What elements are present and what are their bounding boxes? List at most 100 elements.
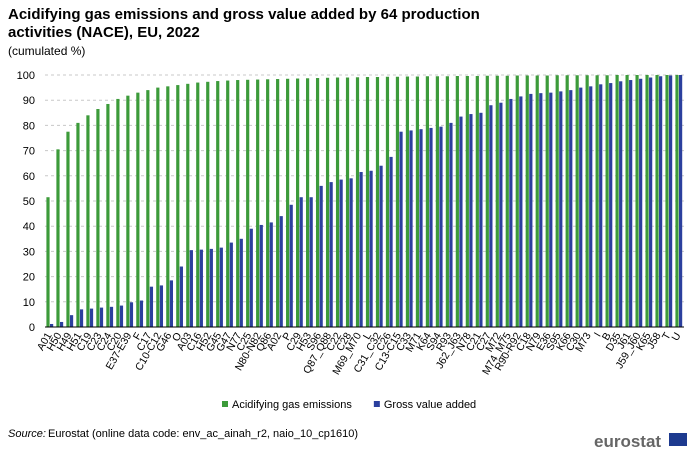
logo-flag: [669, 433, 687, 446]
bar: [465, 76, 469, 328]
bar: [545, 75, 549, 327]
bar: [505, 75, 509, 327]
bar: [585, 75, 589, 327]
bar: [369, 170, 373, 327]
bar: [475, 76, 479, 328]
bar: [99, 307, 104, 327]
bar: [76, 122, 80, 327]
bar: [226, 80, 230, 327]
bar: [495, 75, 499, 327]
bar: [389, 156, 393, 327]
x-tick-label: L: [361, 330, 374, 341]
bar: [445, 76, 449, 327]
bar: [575, 75, 579, 327]
bar: [425, 76, 429, 327]
bar: [499, 102, 503, 327]
bar: [109, 306, 114, 327]
legend-swatch: [222, 401, 228, 407]
bar: [296, 78, 300, 327]
bar: [645, 75, 649, 327]
bar: [106, 103, 110, 327]
bar: [529, 93, 533, 328]
x-tick-label: F: [131, 331, 145, 343]
bar: [166, 86, 170, 327]
bar: [299, 197, 303, 327]
bar: [56, 149, 60, 327]
bar: [139, 300, 144, 327]
bar: [339, 179, 343, 327]
bar: [459, 116, 463, 327]
bar: [249, 228, 253, 327]
bar: [315, 78, 320, 327]
bar: [599, 84, 603, 327]
x-tick-label: U: [669, 331, 683, 344]
y-tick-label: 50: [23, 196, 35, 208]
bar: [405, 76, 410, 328]
bar: [239, 238, 243, 327]
bar: [635, 75, 639, 327]
x-tick-label: I: [592, 331, 604, 340]
bar: [359, 172, 363, 327]
bar: [59, 321, 64, 327]
logo: eurostat: [594, 432, 661, 451]
bar: [86, 115, 90, 327]
bar: [136, 92, 140, 327]
bar: [156, 87, 160, 327]
bar: [209, 248, 213, 327]
bar: [429, 127, 433, 327]
chart-title: Acidifying gas emissions and gross value…: [8, 6, 480, 23]
legend-label: Acidifying gas emissions: [232, 399, 352, 411]
bar: [335, 77, 340, 328]
bar: [669, 75, 673, 327]
bar: [435, 76, 439, 327]
bar: [189, 250, 193, 327]
bar: [665, 75, 669, 327]
source-label: Source:: [8, 428, 46, 440]
bar: [119, 305, 124, 327]
y-tick-label: 70: [23, 146, 35, 158]
bar: [229, 242, 233, 327]
bar: [455, 76, 459, 328]
bar: [589, 86, 593, 327]
y-tick-label: 20: [23, 272, 35, 284]
chart-subtitle: (cumulated %): [8, 44, 85, 58]
bar: [89, 308, 94, 327]
bar: [79, 309, 84, 327]
bar: [169, 280, 173, 327]
bar: [319, 185, 323, 327]
bar: [569, 90, 573, 328]
bar: [196, 82, 200, 327]
bar: [365, 77, 370, 328]
legend-swatch: [373, 401, 380, 407]
y-tick-label: 100: [17, 70, 35, 82]
bar: [399, 131, 403, 327]
y-tick-label: 0: [29, 322, 35, 334]
bar: [509, 98, 513, 327]
bar: [355, 77, 360, 327]
bar: [219, 247, 223, 327]
y-tick-label: 90: [23, 95, 35, 107]
bar: [129, 302, 134, 327]
bar: [549, 92, 553, 327]
bar: [629, 80, 633, 327]
bar: [375, 77, 380, 328]
bar: [66, 131, 70, 327]
bar: [246, 79, 250, 328]
bar: [535, 75, 539, 327]
bar: [679, 75, 683, 327]
bar: [485, 75, 489, 327]
bar: [46, 197, 50, 327]
bar: [469, 114, 473, 327]
bar: [289, 204, 293, 327]
bar: [515, 75, 519, 327]
y-tick-label: 40: [23, 221, 35, 233]
bar: [579, 87, 583, 327]
bar: [605, 75, 609, 327]
bar: [149, 286, 154, 327]
chart-title: activities (NACE), EU, 2022: [8, 24, 200, 41]
y-tick-label: 10: [23, 297, 35, 309]
bar: [519, 96, 523, 327]
bar: [659, 76, 663, 327]
bar: [256, 79, 260, 327]
